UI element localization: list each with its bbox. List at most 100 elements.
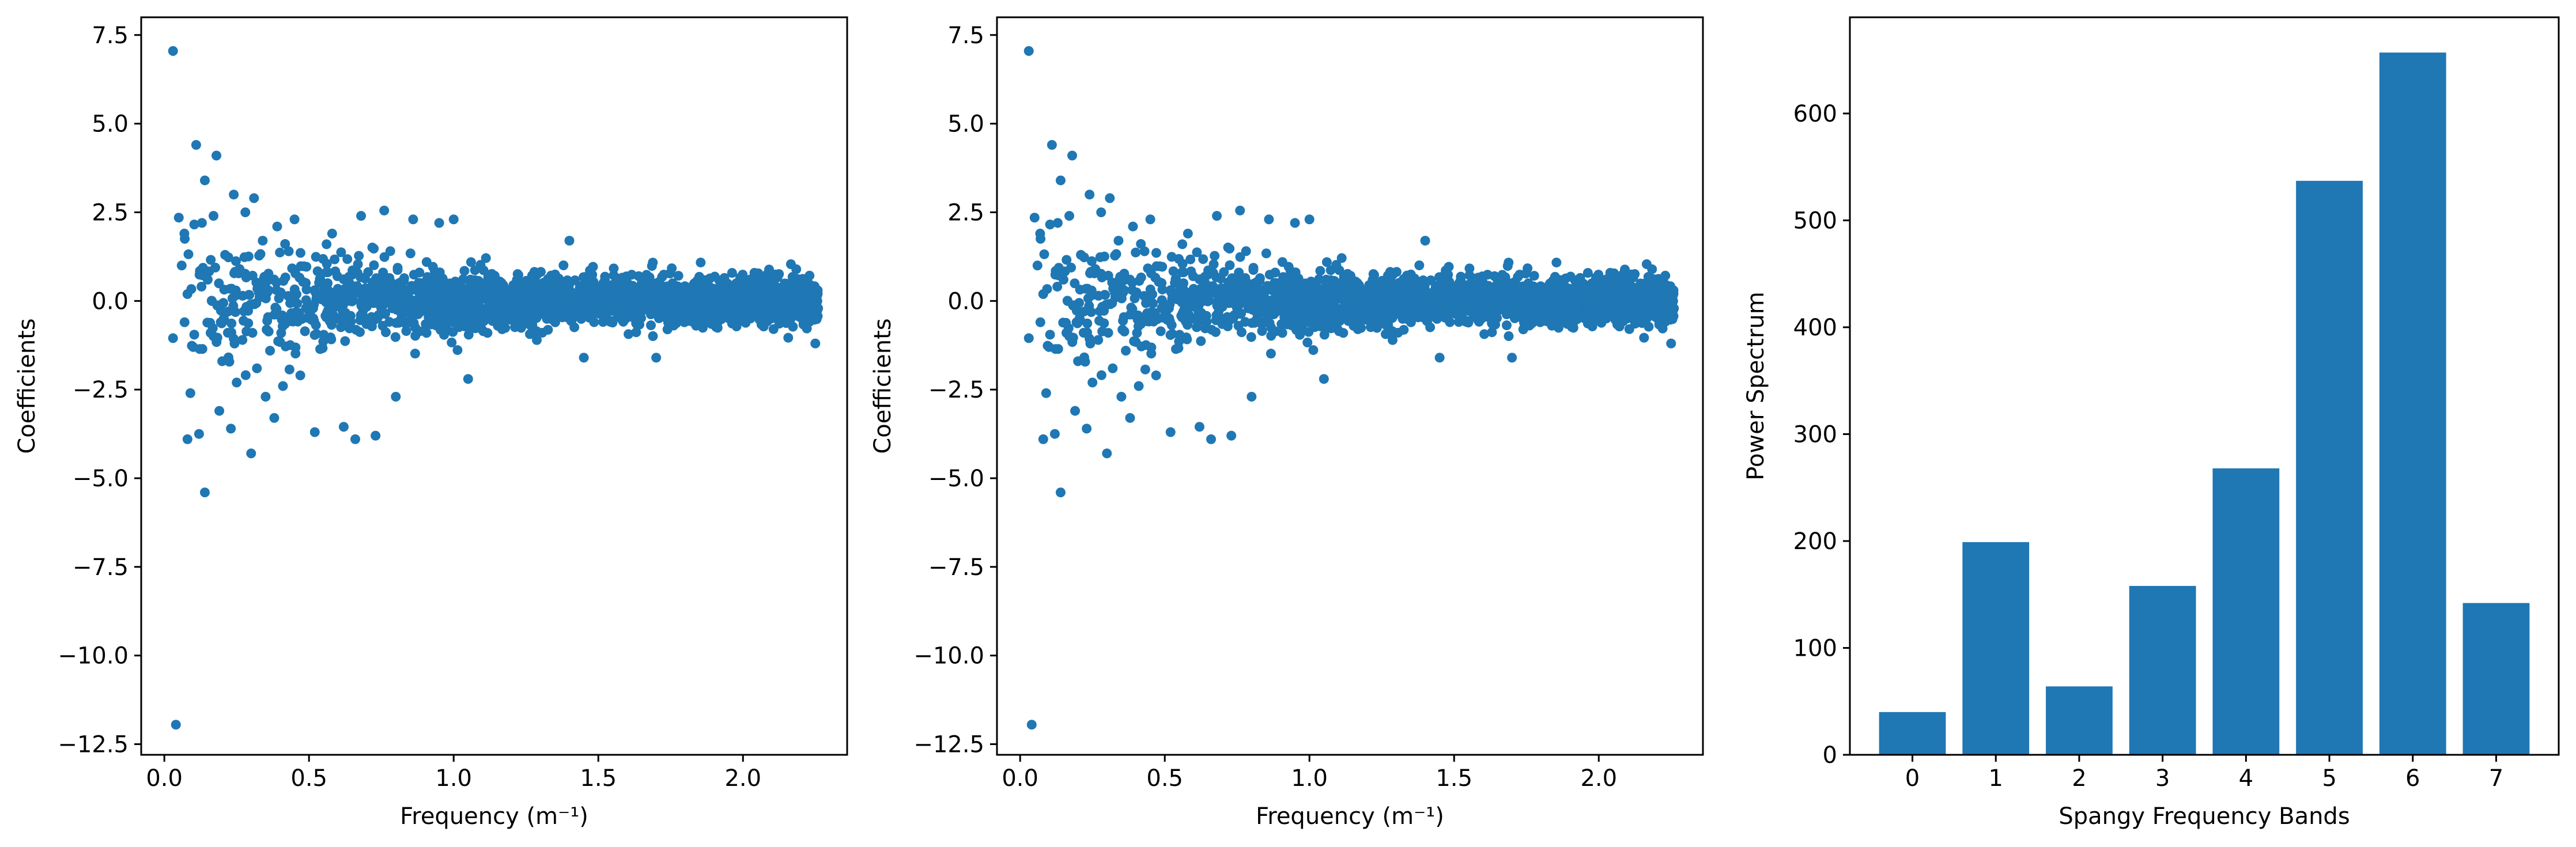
- plot-frame: [140, 16, 848, 756]
- scatter-point: [396, 277, 407, 287]
- scatter-point: [1023, 46, 1034, 56]
- scatter-point: [1639, 332, 1649, 343]
- scatter-point: [559, 277, 569, 287]
- x-axis-label: Frequency (m⁻¹): [1256, 803, 1444, 830]
- x-tick-label: 2.0: [1580, 765, 1617, 792]
- scatter-point: [1179, 267, 1189, 278]
- scatter-point: [1226, 274, 1237, 285]
- scatter-point: [1073, 356, 1083, 366]
- scatter-point: [171, 720, 181, 730]
- scatter-point: [1151, 248, 1161, 258]
- scatter-point: [1573, 305, 1583, 315]
- scatter-point: [569, 322, 580, 332]
- scatter-point: [387, 290, 398, 300]
- scatter-point: [1325, 275, 1336, 285]
- scatter-point: [758, 322, 769, 332]
- scatter-point: [1415, 277, 1425, 287]
- scatter-point: [1445, 317, 1455, 327]
- scatter-point: [1165, 330, 1176, 340]
- scatter-point: [518, 302, 528, 312]
- scatter-point: [614, 274, 624, 284]
- scatter-point: [342, 296, 353, 306]
- scatter-point: [206, 255, 216, 265]
- scatter-point: [185, 388, 195, 398]
- scatter-point: [290, 349, 301, 359]
- scatter-point: [727, 268, 737, 278]
- scatter-point: [1372, 285, 1382, 296]
- scatter-point: [673, 271, 683, 281]
- scatter-point: [295, 370, 305, 381]
- scatter-point: [1547, 301, 1558, 312]
- scatter-point: [240, 370, 251, 380]
- scatter-point: [1062, 255, 1072, 265]
- scatter-point: [168, 46, 178, 56]
- scatter-point: [781, 295, 791, 305]
- scatter-point: [624, 297, 634, 308]
- scatter-point: [1145, 214, 1155, 225]
- scatter-point: [244, 290, 255, 300]
- scatter-point: [1591, 285, 1601, 295]
- scatter-point: [470, 275, 480, 285]
- x-tick-label: 0.0: [146, 765, 183, 792]
- scatter-point: [226, 318, 237, 328]
- y-tick-label: 7.5: [92, 22, 129, 49]
- scatter-point: [1165, 316, 1175, 327]
- scatter-point: [1198, 288, 1208, 298]
- scatter-point: [1313, 283, 1324, 294]
- scatter-point: [1097, 301, 1108, 312]
- scatter-point: [318, 254, 328, 264]
- y-tick-label: −12.5: [913, 732, 984, 758]
- scatter-point: [333, 283, 343, 294]
- scatter-point: [1393, 297, 1403, 307]
- x-tick-label: 7: [2489, 765, 2503, 792]
- scatter-point: [1603, 296, 1614, 307]
- scatter-point: [1121, 346, 1131, 356]
- scatter-point: [1225, 244, 1235, 254]
- scatter-point: [703, 308, 713, 319]
- scatter-point: [1387, 313, 1397, 323]
- scatter-point: [416, 301, 426, 311]
- scatter-point: [1261, 248, 1271, 259]
- scatter-point: [173, 213, 184, 223]
- scatter-point: [226, 423, 236, 434]
- scatter-point: [232, 377, 242, 388]
- scatter-point: [272, 221, 282, 232]
- scatter-point: [577, 290, 587, 300]
- scatter-point: [1319, 330, 1329, 340]
- scatter-point: [703, 291, 713, 301]
- scatter-point: [1504, 331, 1514, 341]
- scatter-point: [1266, 349, 1276, 359]
- scatter-point: [354, 251, 364, 261]
- scatter-point: [1119, 269, 1130, 279]
- x-tick-label: 1.5: [580, 765, 617, 792]
- scatter-point: [786, 289, 796, 299]
- scatter-point: [676, 299, 686, 309]
- scatter-point: [371, 274, 381, 285]
- scatter-point: [600, 285, 611, 296]
- scatter-point: [728, 284, 738, 294]
- scatter-point: [587, 291, 598, 301]
- scatter-point: [447, 317, 458, 327]
- scatter-point: [392, 263, 403, 273]
- scatter-point: [1097, 326, 1108, 336]
- scatter-point: [280, 239, 290, 249]
- scatter-point: [434, 278, 444, 288]
- scatter-point: [1464, 286, 1475, 297]
- scatter-point: [205, 317, 216, 328]
- scatter-point: [743, 310, 754, 320]
- scatter-point: [1157, 295, 1167, 305]
- scatter-point: [1041, 388, 1051, 398]
- scatter-point: [463, 330, 474, 340]
- scatter-point: [813, 285, 823, 296]
- scatter-point: [1074, 298, 1085, 308]
- scatter-point: [1540, 315, 1550, 326]
- scatter-point: [1523, 263, 1533, 274]
- y-tick-label: 100: [1793, 635, 1837, 661]
- scatter-point: [1225, 260, 1235, 270]
- scatter-point: [578, 272, 588, 282]
- scatter-point: [421, 257, 432, 267]
- scatter-point: [729, 293, 739, 303]
- scatter-point: [1321, 257, 1332, 267]
- scatter-point: [1622, 281, 1633, 292]
